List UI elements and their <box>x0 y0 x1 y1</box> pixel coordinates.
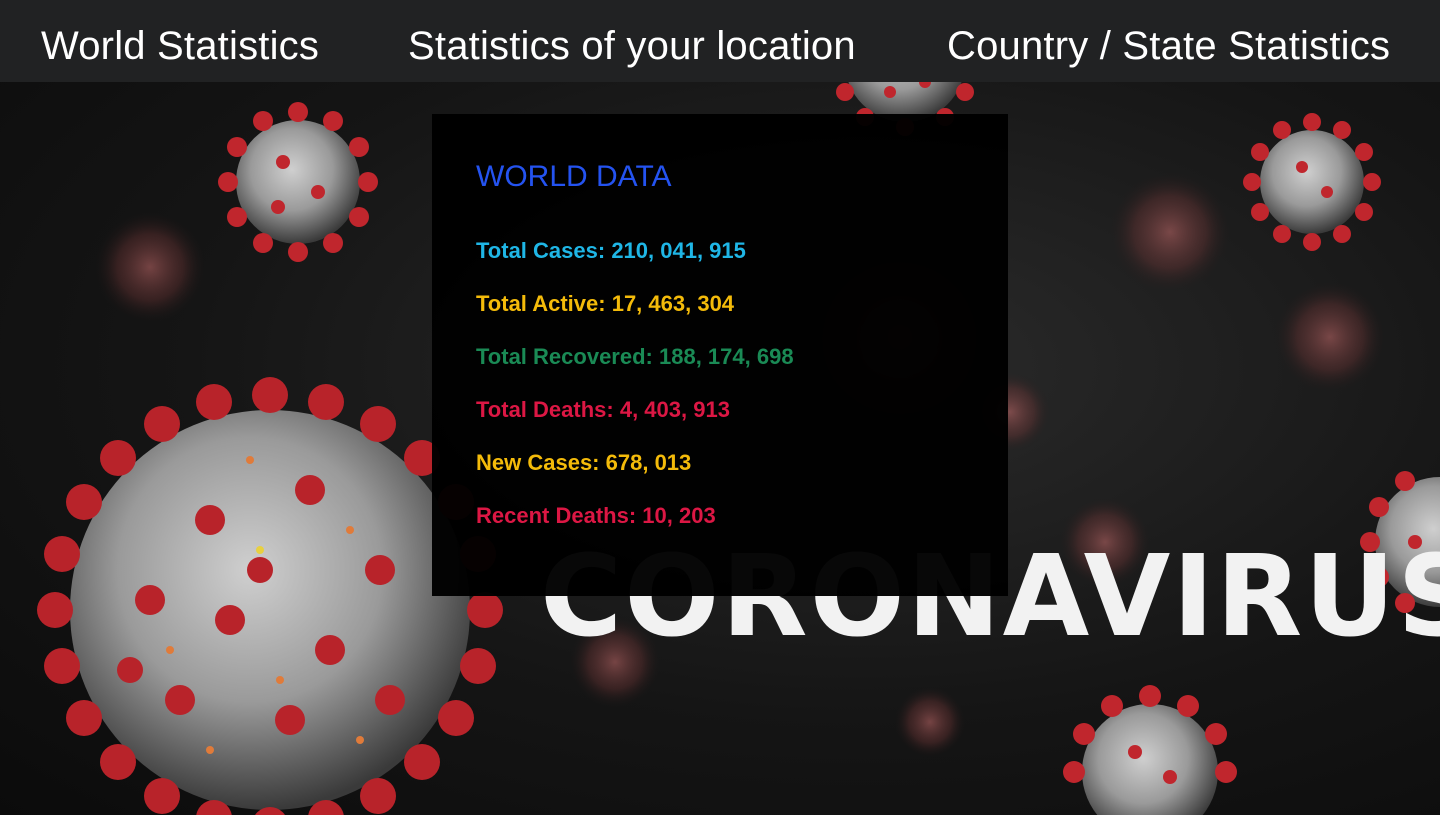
blurred-virus-blob <box>1060 497 1150 587</box>
blurred-virus-blob <box>95 212 205 322</box>
stat-value: 17, 463, 304 <box>611 291 735 316</box>
stat-total-deaths: Total Deaths: 4, 403, 913 <box>476 397 730 423</box>
blurred-virus-blob <box>1275 282 1385 392</box>
stat-label: Total Deaths: <box>476 397 614 422</box>
stat-total-cases: Total Cases: 210, 041, 915 <box>476 238 746 264</box>
stat-value: 210, 041, 915 <box>611 238 746 263</box>
stat-total-recovered: Total Recovered: 188, 174, 698 <box>476 344 794 370</box>
nav-link-world-statistics[interactable]: World Statistics <box>41 24 320 68</box>
top-navbar: World Statistics Statistics of your loca… <box>0 0 1440 82</box>
stat-label: Recent Deaths: <box>476 503 637 528</box>
stat-value: 188, 174, 698 <box>658 344 794 369</box>
virus-particle-large <box>37 377 503 815</box>
nav-link-country-state-statistics[interactable]: Country / State Statistics <box>947 24 1391 68</box>
stat-value: 678, 013 <box>605 450 692 475</box>
virus-particle-small <box>1063 685 1237 815</box>
stat-label: New Cases: <box>476 450 600 475</box>
stat-label: Total Active: <box>476 291 606 316</box>
nav-link-location-statistics[interactable]: Statistics of your location <box>408 24 856 68</box>
stat-label: Total Recovered: <box>476 344 653 369</box>
stat-label: Total Cases: <box>476 238 606 263</box>
world-data-title: WORLD DATA <box>476 160 672 193</box>
stat-value: 10, 203 <box>642 503 716 528</box>
virus-particle-small <box>218 102 378 262</box>
blurred-virus-blob <box>1110 172 1230 292</box>
blurred-virus-blob <box>570 617 660 707</box>
world-data-panel: WORLD DATA Total Cases: 210, 041, 915 To… <box>432 114 1008 596</box>
virus-particle-small <box>1243 113 1381 251</box>
stat-new-cases: New Cases: 678, 013 <box>476 450 691 476</box>
stat-recent-deaths: Recent Deaths: 10, 203 <box>476 503 716 529</box>
stat-value: 4, 403, 913 <box>619 397 730 422</box>
virus-particle-partial <box>1360 471 1440 613</box>
blurred-virus-blob <box>895 687 965 757</box>
stat-total-active: Total Active: 17, 463, 304 <box>476 291 734 317</box>
